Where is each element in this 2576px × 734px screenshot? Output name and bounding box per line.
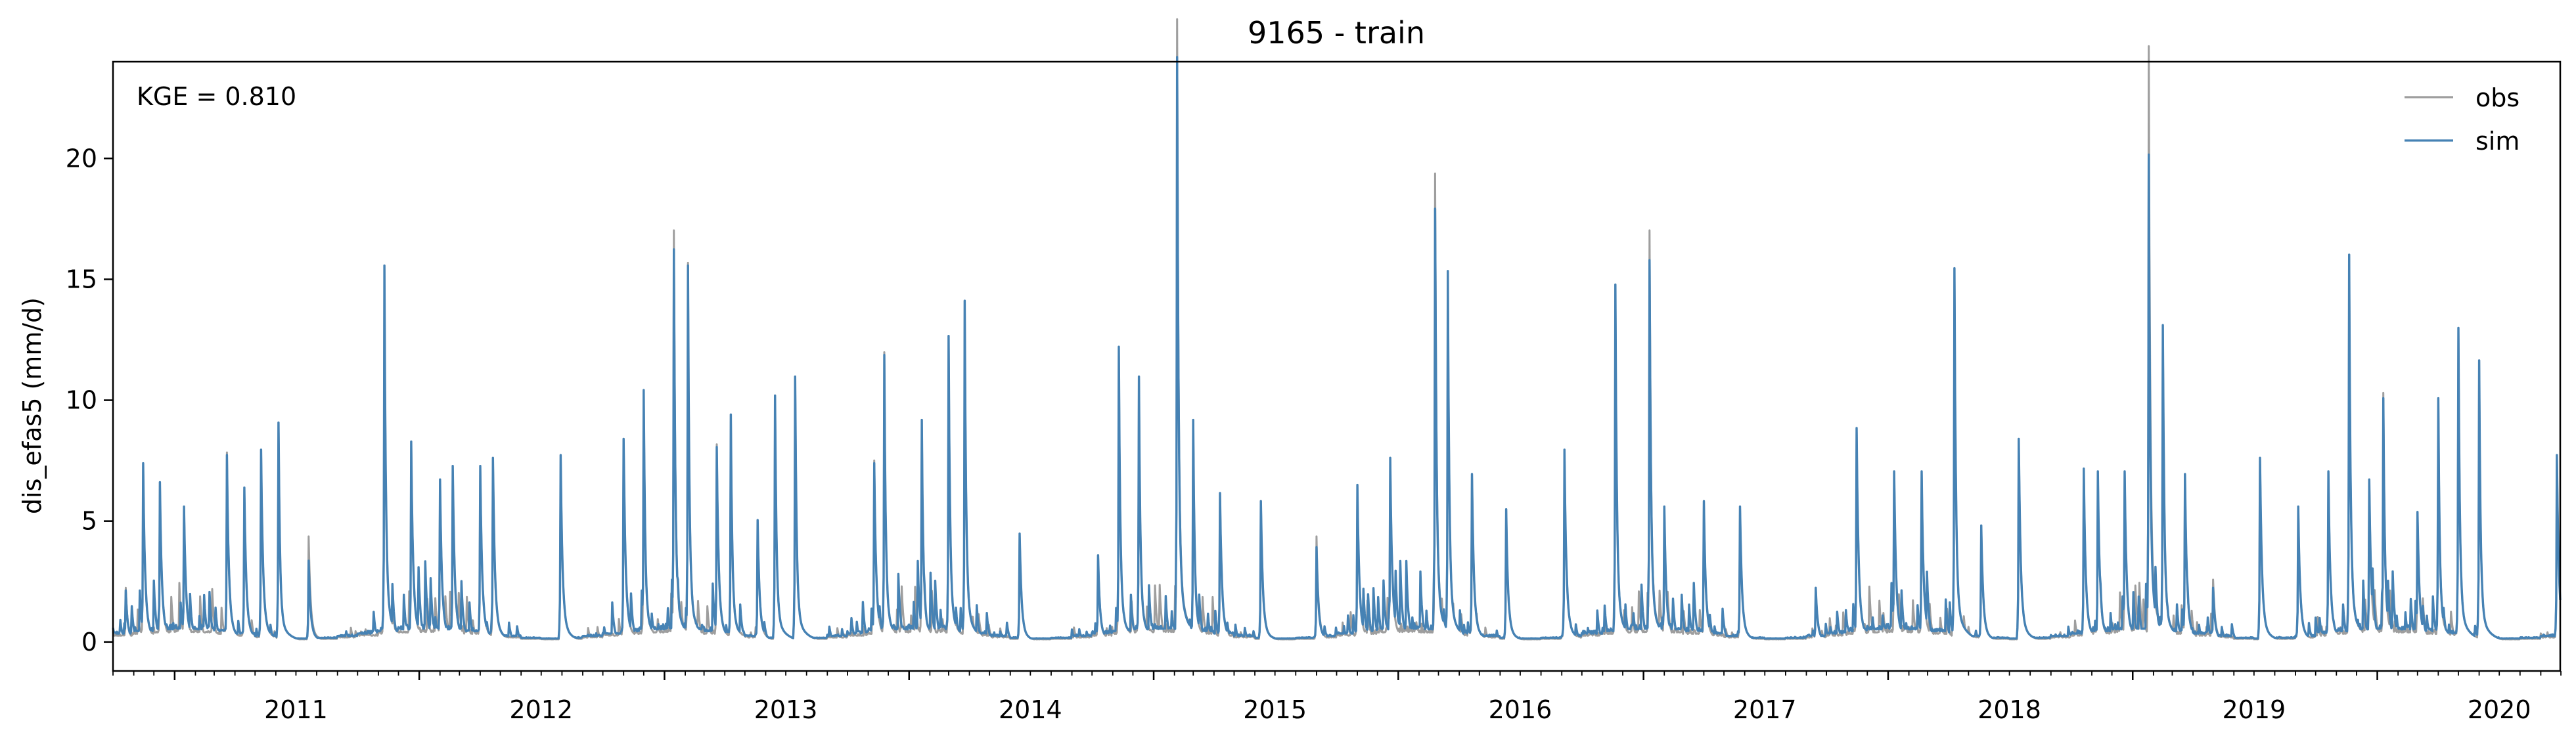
x-tick-label: 2020 xyxy=(2468,695,2531,724)
x-tick-label: 2013 xyxy=(754,695,818,724)
x-tick-label: 2018 xyxy=(1977,695,2041,724)
x-tick-label: 2016 xyxy=(1489,695,1552,724)
legend: obs sim xyxy=(2405,83,2520,156)
x-axis: 2011 2012 2013 2014 2015 2016 2017 2018 2019 2020 xyxy=(112,671,2562,724)
y-tick-label: 0 xyxy=(81,628,97,657)
chart-title: 9165 - train xyxy=(1248,15,1425,51)
x-tick-label: 2012 xyxy=(509,695,573,724)
x-tick-label: 2014 xyxy=(999,695,1062,724)
y-axis-label: dis_efas5 (mm/d) xyxy=(18,297,47,514)
y-tick-label: 15 xyxy=(66,265,97,293)
y-tick-label: 10 xyxy=(66,386,97,415)
y-tick-label: 20 xyxy=(66,144,97,173)
y-tick-label: 5 xyxy=(81,507,97,536)
plot-frame xyxy=(112,60,2562,672)
plot-area xyxy=(112,18,2562,641)
legend-label-obs: obs xyxy=(2475,83,2520,112)
legend-label-sim: sim xyxy=(2475,127,2520,156)
y-axis: 0 5 10 15 20 xyxy=(66,144,113,657)
x-tick-label: 2019 xyxy=(2223,695,2286,724)
x-tick-label: 2011 xyxy=(264,695,328,724)
x-tick-label: 2015 xyxy=(1243,695,1307,724)
series-line-sim xyxy=(112,56,2562,640)
x-tick-label: 2017 xyxy=(1733,695,1797,724)
kge-annotation: KGE = 0.810 xyxy=(137,82,296,111)
